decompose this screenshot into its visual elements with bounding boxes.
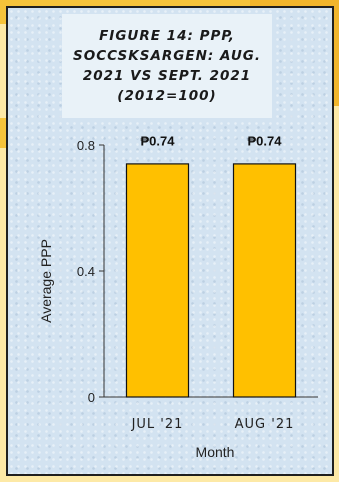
x-tick-label: JUL '21 [131, 417, 184, 432]
data-labels: ₱0.74 ₱0.74 [141, 134, 283, 149]
x-axis-tick-labels: JUL '21 AUG '21 [131, 417, 295, 432]
bar [234, 164, 296, 397]
bar-series [127, 164, 296, 397]
x-tick-label: AUG '21 [235, 417, 295, 432]
y-tick-label: 0.4 [77, 264, 95, 279]
y-tick-label: 0.8 [77, 138, 95, 153]
data-label: ₱0.74 [248, 134, 283, 149]
y-tick-label: 0 [88, 390, 95, 405]
x-axis-title: Month [196, 444, 235, 460]
data-label: ₱0.74 [141, 134, 176, 149]
y-axis-ticks: 0 0.4 0.8 [77, 138, 104, 405]
y-axis-title: Average PPP [38, 239, 54, 323]
bar [127, 164, 189, 397]
